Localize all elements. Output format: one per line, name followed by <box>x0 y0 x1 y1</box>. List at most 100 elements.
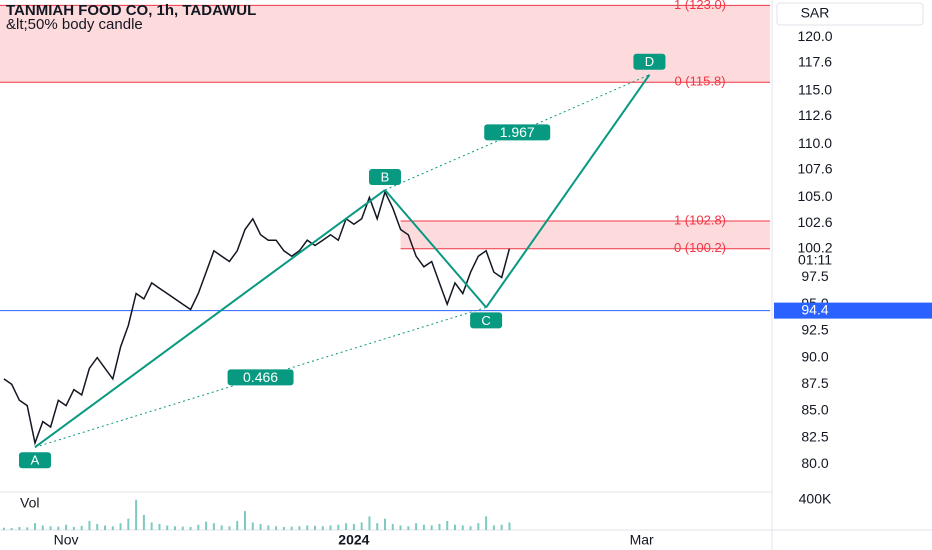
point-box <box>470 312 503 329</box>
volume-bar <box>34 523 36 530</box>
volume-bar <box>399 525 402 530</box>
y-tick-label: 97.5 <box>801 268 828 284</box>
volume-bar <box>127 518 130 530</box>
volume-bar <box>259 523 262 530</box>
volume-bar <box>135 499 138 530</box>
volume-bar <box>345 523 348 530</box>
volume-bar <box>422 524 425 530</box>
ratio-label: 0.466 <box>243 369 278 385</box>
point-label: B <box>381 169 390 184</box>
ratio-line <box>384 74 650 191</box>
volume-bar <box>430 525 433 530</box>
volume-bar <box>314 525 316 530</box>
volume-bar <box>244 511 246 530</box>
volume-bar <box>454 524 456 530</box>
last-price-label: 100.2 <box>797 239 832 255</box>
y-tick-label: 87.5 <box>801 375 828 391</box>
volume-bar <box>10 528 13 530</box>
volume-tick-label: 400K <box>799 490 832 506</box>
volume-bar <box>360 522 363 530</box>
volume-bar <box>469 526 472 530</box>
volume-bar <box>26 527 29 530</box>
point-label: C <box>481 313 490 328</box>
volume-bar <box>220 525 223 530</box>
ratio-label: 1.967 <box>500 124 535 140</box>
y-tick-label: 85.0 <box>801 402 828 418</box>
volume-bar <box>65 524 68 530</box>
y-tick-label: 102.6 <box>797 214 832 230</box>
volume-bar <box>96 523 99 530</box>
fib-level-label: 0 (115.8) <box>674 74 725 89</box>
volume-bar <box>212 523 215 530</box>
volume-bar <box>275 526 278 530</box>
volume-bar <box>477 523 480 530</box>
volume-bar <box>321 526 324 530</box>
y-tick-label: 82.5 <box>801 428 828 444</box>
volume-bar <box>492 525 495 530</box>
y-tick-label: 112.6 <box>798 107 832 123</box>
volume-bar <box>150 522 153 530</box>
point-box <box>633 53 666 70</box>
volume-bar <box>174 526 176 530</box>
volume-bar <box>119 523 122 530</box>
volume-bar <box>267 525 270 530</box>
volume-label: Vol <box>20 495 39 511</box>
volume-bar <box>446 520 449 530</box>
ratio-box <box>484 124 551 141</box>
y-tick-label: 92.5 <box>801 322 828 338</box>
volume-bar <box>352 523 355 530</box>
point-label: D <box>645 54 654 69</box>
volume-bar <box>391 523 394 530</box>
chart-title: TANMIAH FOOD CO, 1h, TADAWUL <box>6 2 256 19</box>
volume-bar <box>368 516 371 530</box>
horizontal-line-label: 94.4 <box>801 301 828 317</box>
volume-bar <box>228 526 231 530</box>
volume-bar <box>306 525 309 530</box>
x-tick-label: Nov <box>54 532 79 548</box>
point-box <box>369 168 401 185</box>
y-tick-label: 107.6 <box>797 160 832 176</box>
volume-bar <box>329 525 332 530</box>
volume-bar <box>80 525 83 530</box>
volume-bar <box>205 521 208 530</box>
pattern-leg <box>34 189 386 449</box>
volume-bar <box>376 523 379 530</box>
fib-zone <box>400 220 770 249</box>
volume-bar <box>415 523 418 530</box>
y-tick-label: 105.0 <box>797 188 832 204</box>
volume-bar <box>461 525 464 530</box>
pattern-leg <box>384 189 487 309</box>
volume-bar <box>508 522 511 530</box>
y-tick-label: 117.6 <box>798 54 832 70</box>
price-line <box>3 190 511 446</box>
y-tick-label: 90.0 <box>801 348 828 364</box>
fib-level-label: 1 (102.8) <box>674 212 726 227</box>
volume-bar <box>197 524 200 530</box>
currency[interactable]: SAR <box>801 5 830 21</box>
volume-bar <box>72 526 75 530</box>
volume-bar <box>251 522 254 530</box>
price-label-box <box>774 302 932 319</box>
volume-bar <box>104 525 106 530</box>
ratio-box <box>227 369 294 386</box>
y-tick-label: 115.0 <box>798 81 832 97</box>
fib-level-label: 1 (123.0) <box>674 0 726 12</box>
y-tick-label: 120.0 <box>797 28 832 44</box>
volume-bar <box>407 526 410 530</box>
volume-bar <box>290 526 293 530</box>
volume-bar <box>337 524 340 530</box>
currency-box[interactable] <box>776 2 924 26</box>
fib-level-label: 0 (100.2) <box>674 240 726 255</box>
volume-bar <box>500 524 503 530</box>
volume-bar <box>181 526 184 530</box>
volume-bar <box>384 518 386 530</box>
x-tick-label: 2024 <box>338 532 369 548</box>
y-tick-label: 110.0 <box>798 135 832 151</box>
volume-bar <box>57 526 60 530</box>
volume-bar <box>111 526 114 530</box>
point-label: A <box>31 453 40 468</box>
point-box <box>19 452 51 469</box>
volume-bar <box>2 527 5 530</box>
